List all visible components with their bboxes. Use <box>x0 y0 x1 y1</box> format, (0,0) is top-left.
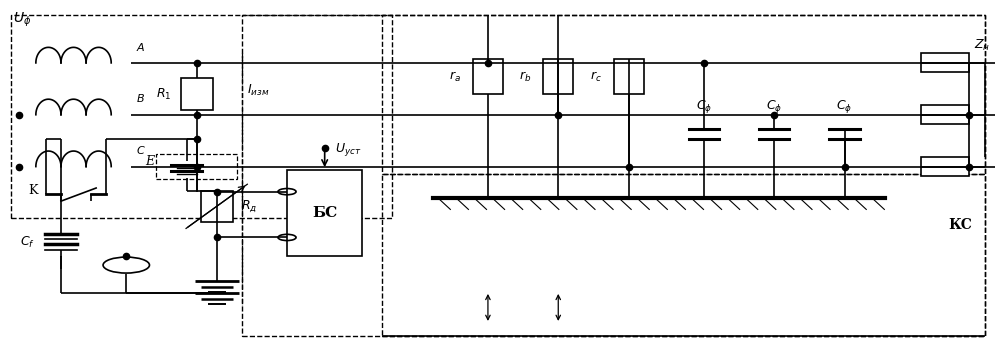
Text: K: K <box>28 184 38 197</box>
Text: $R_1$: $R_1$ <box>156 86 171 102</box>
Text: E: E <box>145 155 154 168</box>
Bar <box>920 105 969 124</box>
Text: $C_\phi$: $C_\phi$ <box>767 98 783 115</box>
Text: $I_{изм}$: $I_{изм}$ <box>246 83 270 98</box>
Text: $U_\phi$: $U_\phi$ <box>13 11 31 29</box>
Circle shape <box>103 257 150 273</box>
Bar <box>11 15 392 218</box>
Bar <box>382 174 985 336</box>
Text: A: A <box>137 43 144 52</box>
Text: КС: КС <box>949 218 972 232</box>
Bar <box>920 53 969 73</box>
Bar <box>180 78 212 110</box>
Text: $C_f$: $C_f$ <box>20 235 35 250</box>
Bar <box>382 15 985 174</box>
Bar <box>473 59 503 94</box>
Bar <box>241 15 985 336</box>
Text: $C_\phi$: $C_\phi$ <box>696 98 712 115</box>
Text: B: B <box>137 94 144 104</box>
Bar <box>543 59 573 94</box>
Bar <box>156 154 236 179</box>
Text: $r_c$: $r_c$ <box>590 70 602 84</box>
Text: A: A <box>122 259 131 272</box>
Bar <box>287 170 362 256</box>
Text: $Z_н$: $Z_н$ <box>974 37 990 52</box>
Bar <box>614 59 644 94</box>
Text: $R_д$: $R_д$ <box>240 198 257 214</box>
Text: $r_a$: $r_a$ <box>449 70 461 84</box>
Text: $U_{уст}$: $U_{уст}$ <box>335 141 361 158</box>
Text: $C_\phi$: $C_\phi$ <box>836 98 853 115</box>
Text: БС: БС <box>312 206 337 220</box>
Text: $r_b$: $r_b$ <box>519 70 531 84</box>
Bar <box>200 191 232 222</box>
Bar <box>920 157 969 176</box>
Text: C: C <box>137 146 144 156</box>
